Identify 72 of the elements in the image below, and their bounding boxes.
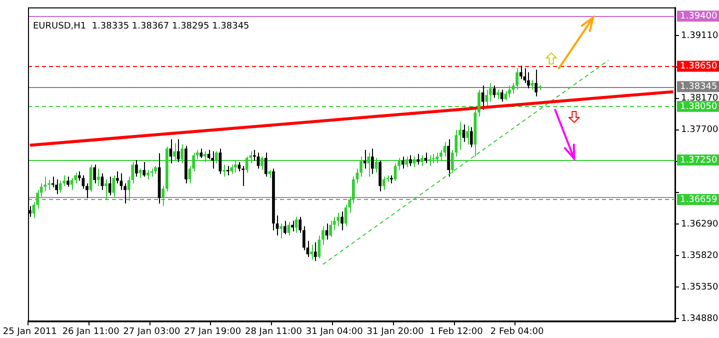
ref-line-label: 1.38345 bbox=[680, 82, 718, 92]
candlestick bbox=[112, 174, 116, 198]
candlestick bbox=[504, 90, 508, 101]
x-tick-label: 25 Jan 2011 bbox=[2, 326, 57, 337]
ref-line-label: 1.38050 bbox=[680, 102, 718, 112]
y-tick-label: 1.35350 bbox=[681, 282, 718, 292]
x-tick-label: 1 Feb 12:00 bbox=[430, 326, 484, 337]
candlestick bbox=[371, 148, 374, 174]
candlestick bbox=[523, 68, 526, 84]
candlestick bbox=[291, 220, 294, 232]
y-tick-label: 1.35820 bbox=[681, 250, 718, 261]
x-tick-label: 31 Jan 20:00 bbox=[366, 326, 424, 337]
candlestick bbox=[466, 125, 470, 146]
candlestick bbox=[116, 170, 119, 184]
ref-line-label: 1.36659 bbox=[680, 194, 718, 205]
candlestick bbox=[280, 223, 283, 239]
candlestick bbox=[176, 138, 180, 162]
candlestick bbox=[496, 89, 500, 100]
candlestick bbox=[325, 223, 328, 240]
candlestick bbox=[310, 244, 313, 260]
x-tick-label: 28 Jan 11:00 bbox=[244, 326, 302, 337]
text: EURUSD,H1 1.38335 1.38367 1.38295 1.38345 bbox=[33, 22, 250, 32]
candlestick bbox=[146, 169, 150, 180]
candlestick bbox=[416, 153, 420, 166]
candlestick bbox=[55, 178, 58, 195]
ref-line-label: 1.38650 bbox=[680, 62, 718, 72]
candlestick bbox=[314, 242, 317, 262]
candlestick bbox=[516, 68, 518, 90]
candlestick bbox=[276, 214, 279, 236]
candlestick bbox=[401, 156, 404, 170]
candlestick bbox=[108, 176, 112, 196]
candlestick bbox=[340, 210, 344, 231]
candlestick bbox=[200, 148, 203, 158]
x-tick-label: 27 Jan 19:00 bbox=[184, 326, 242, 337]
candlestick bbox=[211, 150, 214, 170]
candlestick bbox=[58, 180, 62, 194]
candlestick bbox=[138, 168, 142, 179]
ref-line-label: 1.39400 bbox=[680, 11, 718, 22]
candlestick bbox=[283, 220, 286, 235]
candlestick bbox=[230, 164, 234, 174]
x-tick-label: 27 Jan 03:00 bbox=[123, 326, 180, 337]
candlestick bbox=[363, 149, 366, 170]
candlestick bbox=[470, 126, 473, 148]
candlestick bbox=[508, 85, 511, 98]
candlestick bbox=[120, 172, 123, 191]
candlestick bbox=[242, 165, 244, 187]
candlestick bbox=[527, 72, 530, 89]
candlestick bbox=[96, 168, 100, 187]
x-tick-label: 31 Jan 04:00 bbox=[306, 326, 364, 337]
candlestick bbox=[488, 82, 492, 102]
candlestick bbox=[409, 154, 412, 166]
candlestick bbox=[329, 220, 332, 238]
candlestick bbox=[500, 89, 504, 102]
candlestick bbox=[382, 176, 386, 191]
candlestick bbox=[519, 65, 522, 80]
y-tick-label: 1.34880 bbox=[681, 314, 718, 324]
x-tick-label: 26 Jan 11:00 bbox=[62, 326, 120, 337]
candlestick bbox=[226, 165, 230, 176]
candlestick bbox=[534, 69, 538, 97]
candlestick bbox=[222, 164, 226, 178]
y-tick-label: 1.36290 bbox=[681, 220, 718, 230]
y-tick-label: 1.37700 bbox=[681, 125, 718, 136]
y-tick-label: 1.39110 bbox=[681, 30, 718, 41]
candlestick bbox=[485, 89, 488, 106]
candlestick bbox=[78, 170, 81, 182]
candlestick bbox=[135, 159, 138, 178]
ref-line-label: 1.37250 bbox=[680, 155, 718, 166]
candlestick bbox=[142, 161, 146, 178]
x-tick-label: 2 Feb 04:00 bbox=[490, 326, 544, 337]
candlestick bbox=[93, 164, 96, 184]
candlestick bbox=[264, 152, 268, 178]
candlestick bbox=[66, 176, 70, 188]
